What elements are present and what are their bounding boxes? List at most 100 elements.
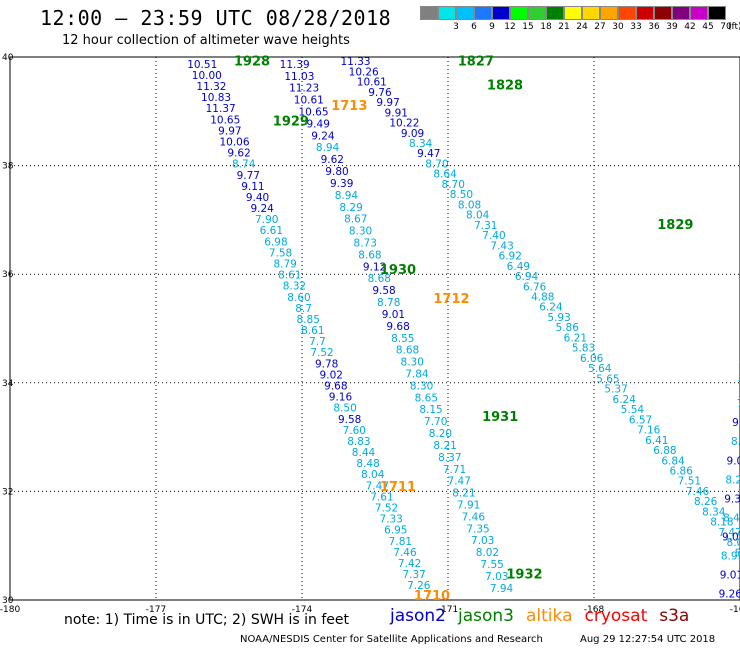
swh-value: 6.76 bbox=[523, 281, 547, 293]
swh-value: 9.97 bbox=[218, 125, 241, 137]
legend-label: 18 bbox=[540, 22, 552, 32]
swh-value: 5.65 bbox=[596, 373, 619, 385]
lon-tick-label: -168 bbox=[584, 605, 605, 615]
satellite-altika: altika bbox=[526, 606, 573, 626]
swh-value: 8.15 bbox=[419, 404, 442, 416]
swh-value: 8.30 bbox=[410, 380, 433, 392]
swh-value: 8.34 bbox=[702, 506, 726, 518]
generated-timestamp: Aug 29 12:27:54 UTC 2018 bbox=[580, 634, 716, 645]
legend-label: 6 bbox=[471, 22, 477, 32]
swh-value: 8.4 bbox=[731, 436, 740, 448]
swh-value: 8.61 bbox=[301, 325, 324, 337]
swh-value: 7.47 bbox=[448, 476, 471, 488]
swh-value: 11.32 bbox=[196, 81, 226, 93]
swh-value: 7.70 bbox=[424, 416, 447, 428]
swh-value: 7.61 bbox=[370, 491, 393, 503]
swh-value: 11.33 bbox=[341, 56, 371, 68]
swh-value: 9.62 bbox=[321, 154, 344, 166]
swh-value: 8.50 bbox=[333, 403, 356, 415]
pass-time-label: 1711 bbox=[380, 480, 416, 495]
satellite-s3a: s3a bbox=[659, 606, 690, 626]
swh-value: 6.06 bbox=[580, 353, 604, 365]
swh-value: 7.51 bbox=[678, 476, 701, 488]
legend-swatch bbox=[690, 6, 708, 20]
swh-value: 8.68 bbox=[358, 249, 381, 261]
lat-tick-label: 38 bbox=[2, 162, 14, 172]
swh-value: 8.83 bbox=[347, 436, 370, 448]
swh-value: 10.51 bbox=[187, 59, 217, 71]
swh-value: 6.49 bbox=[507, 261, 530, 273]
swh-value: 5.86 bbox=[556, 322, 580, 334]
swh-value: 7.90 bbox=[255, 214, 278, 226]
swh-value: 6.94 bbox=[515, 271, 539, 283]
swh-value: 9.16 bbox=[329, 392, 353, 404]
swh-value: 6.61 bbox=[260, 225, 283, 237]
swh-value: 7.52 bbox=[375, 503, 398, 515]
swh-value: 8.65 bbox=[415, 392, 438, 404]
swh-value: 9.76 bbox=[368, 87, 392, 99]
pass-time-label: 1931 bbox=[482, 410, 518, 425]
swh-value: 10.61 bbox=[294, 95, 324, 107]
swh-value: 9.68 bbox=[324, 381, 347, 393]
swh-value: 9.97 bbox=[376, 97, 399, 109]
swh-value: 8.85 bbox=[297, 314, 320, 326]
satellite-jason3: jason3 bbox=[458, 606, 514, 626]
swh-value: 6.24 bbox=[539, 302, 563, 314]
swh-value: 6.84 bbox=[661, 455, 685, 467]
swh-value: 7.58 bbox=[269, 247, 292, 259]
swh-value: 7.46 bbox=[462, 511, 486, 523]
swh-value: 9.47 bbox=[417, 148, 440, 160]
lat-tick-label: 40 bbox=[2, 53, 14, 63]
swh-value: 7.46 bbox=[686, 486, 710, 498]
pass-time-label: 1713 bbox=[331, 99, 367, 114]
swh-value: 9.77 bbox=[237, 170, 260, 182]
swh-value: 8.03 bbox=[727, 537, 740, 549]
color-legend bbox=[420, 6, 726, 20]
footer-credit: NOAA/NESDIS Center for Satellite Applica… bbox=[240, 634, 543, 645]
swh-value: 8.18 bbox=[710, 517, 733, 529]
swh-value: 9.4 bbox=[732, 417, 740, 429]
swh-value: 9.12 bbox=[363, 261, 386, 273]
lon-tick-label: -177 bbox=[146, 605, 166, 615]
swh-value: 8.74 bbox=[232, 159, 256, 171]
swh-value: 9.62 bbox=[227, 148, 250, 160]
swh-value: 9.40 bbox=[246, 192, 269, 204]
swh-value: 7.46 bbox=[393, 547, 417, 559]
lat-tick-label: 34 bbox=[2, 379, 14, 389]
swh-value: 9.58 bbox=[338, 414, 361, 426]
swh-value: 7. bbox=[737, 398, 740, 410]
swh-value: 9.78 bbox=[315, 358, 338, 370]
swh-value: 9.31 bbox=[724, 493, 740, 505]
satellite-cryosat: cryosat bbox=[584, 606, 648, 626]
swh-value: 11.39 bbox=[280, 59, 310, 71]
swh-value: 8.02 bbox=[476, 547, 499, 559]
swh-value: 8.55 bbox=[391, 333, 414, 345]
map-subtitle: 12 hour collection of altimeter wave hei… bbox=[62, 33, 350, 48]
map-note: note: 1) Time is in UTC; 2) SWH is in fe… bbox=[64, 612, 350, 628]
legend-swatch bbox=[618, 6, 636, 20]
swh-value: 8.21 bbox=[433, 440, 456, 452]
swh-value: 9.39 bbox=[330, 178, 353, 190]
swh-value: 6.88 bbox=[653, 445, 676, 457]
swh-value: 7.31 bbox=[474, 220, 497, 232]
swh-value: 8.04 bbox=[361, 469, 385, 481]
swh-value: 9.24 bbox=[311, 130, 335, 142]
swh-value: 4.88 bbox=[531, 292, 554, 304]
swh-value: 9.07 bbox=[722, 531, 740, 543]
swh-value: 9.80 bbox=[325, 166, 348, 178]
swh-value: 6.41 bbox=[645, 435, 668, 447]
legend-swatch bbox=[654, 6, 672, 20]
legend-swatch bbox=[456, 6, 474, 20]
legend-label: 36 bbox=[648, 22, 660, 32]
swh-value: 7.03 bbox=[485, 571, 508, 583]
legend-label: 3 bbox=[453, 22, 459, 32]
swh-value: 8.04 bbox=[466, 210, 490, 222]
legend-label: 30 bbox=[612, 22, 624, 32]
swh-value: 8.50 bbox=[450, 189, 473, 201]
swh-value: 7.47 bbox=[366, 480, 389, 492]
swh-value: 9.91 bbox=[385, 107, 408, 119]
swh-value: 8.99 bbox=[721, 550, 740, 562]
legend-unit: (ft) bbox=[728, 22, 740, 32]
legend-label: 27 bbox=[594, 22, 606, 32]
